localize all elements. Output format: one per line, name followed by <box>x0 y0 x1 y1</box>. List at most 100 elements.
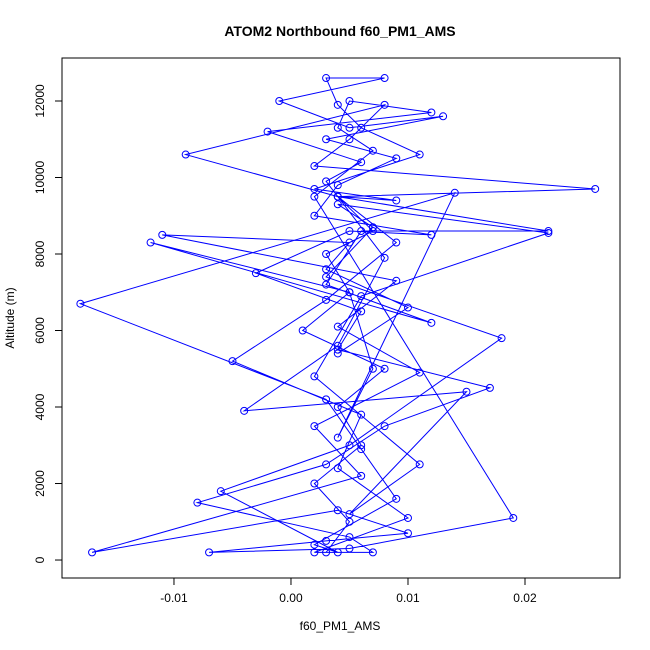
data-point <box>544 228 553 237</box>
data-point <box>310 548 319 557</box>
data-point <box>310 540 319 549</box>
data-point <box>403 529 412 538</box>
data-point <box>263 127 272 136</box>
data-point <box>591 184 600 193</box>
data-point <box>345 544 354 553</box>
y-tick-label: 0 <box>33 556 47 563</box>
data-point <box>380 364 389 373</box>
data-point <box>322 280 331 289</box>
data-point <box>345 517 354 526</box>
data-point <box>322 177 331 186</box>
data-point <box>427 230 436 239</box>
data-point <box>322 135 331 144</box>
data-point <box>322 295 331 304</box>
data-point <box>228 357 237 366</box>
data-point <box>333 464 342 473</box>
y-tick-label: 6000 <box>33 317 47 344</box>
data-point <box>216 487 225 496</box>
data-point <box>392 494 401 503</box>
plot-frame <box>61 57 621 579</box>
data-point <box>333 345 342 354</box>
data-point <box>357 471 366 480</box>
data-point <box>368 146 377 155</box>
x-tick-label: 0.00 <box>279 591 303 605</box>
data-point <box>275 96 284 105</box>
data-point <box>368 227 377 236</box>
data-point <box>310 372 319 381</box>
data-point <box>333 192 342 201</box>
data-point <box>357 227 366 236</box>
data-point <box>345 441 354 450</box>
data-point <box>368 364 377 373</box>
data-point <box>251 269 260 278</box>
data-point <box>345 227 354 236</box>
data-point <box>368 548 377 557</box>
data-point <box>322 272 331 281</box>
x-tick-label: 0.02 <box>513 591 537 605</box>
data-point <box>146 238 155 247</box>
data-point <box>193 498 202 507</box>
x-axis-label: f60_PM1_AMS <box>300 619 381 633</box>
data-point <box>310 422 319 431</box>
data-point <box>333 506 342 515</box>
data-point <box>462 387 471 396</box>
data-point <box>380 100 389 109</box>
data-point <box>392 196 401 205</box>
data-point <box>497 334 506 343</box>
data-point <box>415 368 424 377</box>
data-point <box>403 303 412 312</box>
chart-title: ATOM2 Northbound f60_PM1_AMS <box>224 23 455 39</box>
data-point <box>368 223 377 232</box>
data-point <box>357 410 366 419</box>
data-point <box>439 112 448 121</box>
data-point <box>357 158 366 167</box>
data-point <box>333 181 342 190</box>
data-point <box>333 403 342 412</box>
data-point <box>345 123 354 132</box>
data-point <box>380 74 389 83</box>
y-tick-label: 4000 <box>33 393 47 420</box>
data-point <box>427 108 436 117</box>
y-tick-label: 12000 <box>33 84 47 118</box>
data-point <box>380 422 389 431</box>
data-point <box>345 510 354 519</box>
data-point <box>392 276 401 285</box>
data-point <box>427 318 436 327</box>
data-point <box>310 211 319 220</box>
data-point <box>76 299 85 308</box>
data-point <box>345 533 354 542</box>
data-point <box>240 406 249 415</box>
data-point <box>345 238 354 247</box>
data-point <box>310 479 319 488</box>
data-point <box>333 349 342 358</box>
data-point <box>392 154 401 163</box>
y-axis-label: Altitude (m) <box>3 287 17 348</box>
data-point <box>333 341 342 350</box>
data-point <box>322 536 331 545</box>
data-point <box>181 150 190 159</box>
data-point <box>333 548 342 557</box>
data-point <box>322 250 331 259</box>
data-point <box>158 230 167 239</box>
data-point <box>380 253 389 262</box>
data-point <box>310 162 319 171</box>
data-point <box>322 265 331 274</box>
data-point <box>333 322 342 331</box>
data-point <box>322 74 331 83</box>
data-point <box>485 383 494 392</box>
data-point <box>357 123 366 132</box>
x-tick-label: 0.01 <box>396 591 420 605</box>
data-point <box>450 188 459 197</box>
data-point <box>403 513 412 522</box>
y-tick-label: 8000 <box>33 240 47 267</box>
data-point <box>322 395 331 404</box>
data-point <box>357 307 366 316</box>
data-point <box>322 460 331 469</box>
data-point <box>333 123 342 132</box>
data-point <box>333 200 342 209</box>
data-point <box>345 96 354 105</box>
data-point <box>310 192 319 201</box>
data-point <box>205 548 214 557</box>
x-tick-label: -0.01 <box>160 591 188 605</box>
